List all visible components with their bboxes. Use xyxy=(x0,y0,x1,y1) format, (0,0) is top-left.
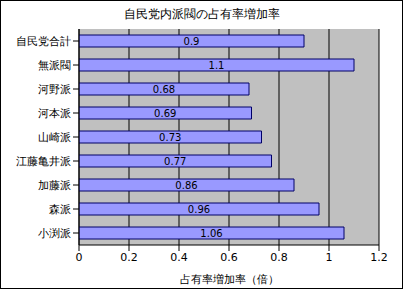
svg-text:自民党合計: 自民党合計 xyxy=(16,35,71,48)
svg-text:0.8: 0.8 xyxy=(270,251,288,264)
svg-text:0.68: 0.68 xyxy=(153,84,175,95)
svg-text:1.1: 1.1 xyxy=(209,60,225,71)
html-text:自民党内派閥の占有率増加率: 自民党内派閥の占有率増加率 xyxy=(123,7,280,21)
svg-text:0.96: 0.96 xyxy=(188,204,210,215)
svg-text:河本派: 河本派 xyxy=(38,107,71,120)
svg-text:森派: 森派 xyxy=(49,203,71,216)
svg-text:0.73: 0.73 xyxy=(159,132,181,143)
svg-text:0: 0 xyxy=(76,251,83,264)
svg-text:江藤亀井派: 江藤亀井派 xyxy=(16,155,71,168)
svg-text:占有率増加率（倍）: 占有率増加率（倍） xyxy=(180,273,279,286)
svg-text:山崎派: 山崎派 xyxy=(38,131,71,144)
svg-text:小渕派: 小渕派 xyxy=(38,227,71,240)
svg-text:加藤派: 加藤派 xyxy=(38,179,71,192)
svg-text:0.2: 0.2 xyxy=(120,251,138,264)
svg-text:1.2: 1.2 xyxy=(370,251,388,264)
svg-text:無派閥: 無派閥 xyxy=(38,59,71,72)
svg-text:0.6: 0.6 xyxy=(220,251,238,264)
svg-text:0.69: 0.69 xyxy=(154,108,176,119)
svg-text:0.4: 0.4 xyxy=(170,251,188,264)
svg-text:1: 1 xyxy=(326,251,333,264)
svg-text:0.86: 0.86 xyxy=(175,180,197,191)
svg-text:1.06: 1.06 xyxy=(200,228,222,239)
svg-text:河野派: 河野派 xyxy=(38,83,71,96)
svg-text:0.77: 0.77 xyxy=(164,156,186,167)
svg-text:0.9: 0.9 xyxy=(184,36,200,47)
